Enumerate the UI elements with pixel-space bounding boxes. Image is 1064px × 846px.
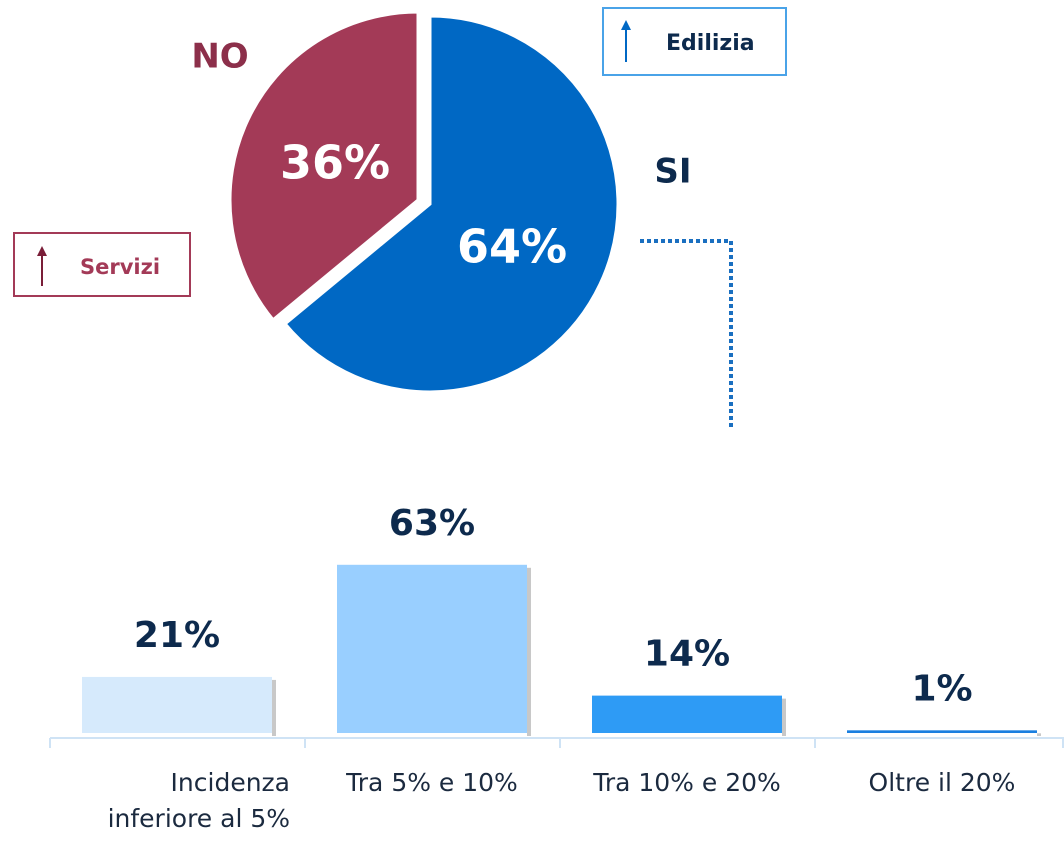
bar (847, 730, 1037, 733)
data-label: 1% (911, 668, 972, 709)
pie-slice (228, 10, 420, 322)
data-label: 14% (644, 634, 730, 675)
category-label: NO (191, 37, 248, 77)
bar-shadow (782, 698, 786, 736)
data-label: 21% (134, 615, 220, 656)
arrow-head (621, 20, 631, 30)
x-tick-label: Tra 10% e 20% (593, 768, 781, 797)
x-tick-label: Oltre il 20% (868, 768, 1016, 797)
x-tick-label: Incidenza inferiore al 5% (107, 768, 290, 833)
annotation: Servizi (80, 255, 160, 279)
bar (592, 695, 782, 733)
data-label: 36% (280, 136, 390, 190)
data-label: 64% (457, 220, 567, 274)
bar (337, 564, 527, 733)
legend-box (13, 232, 191, 297)
category-label: SI (654, 152, 691, 192)
x-tick-label: Tra 5% e 10% (346, 768, 518, 797)
bar (82, 676, 272, 733)
bar-shadow (1037, 733, 1041, 736)
pie-slice (283, 14, 620, 394)
legend-box (602, 7, 787, 76)
connector (640, 239, 733, 428)
bar-shadow (272, 679, 276, 736)
annotation: Edilizia (666, 31, 755, 56)
data-label: 63% (389, 503, 475, 544)
arrow-head (37, 246, 47, 256)
bar-shadow (527, 567, 531, 736)
